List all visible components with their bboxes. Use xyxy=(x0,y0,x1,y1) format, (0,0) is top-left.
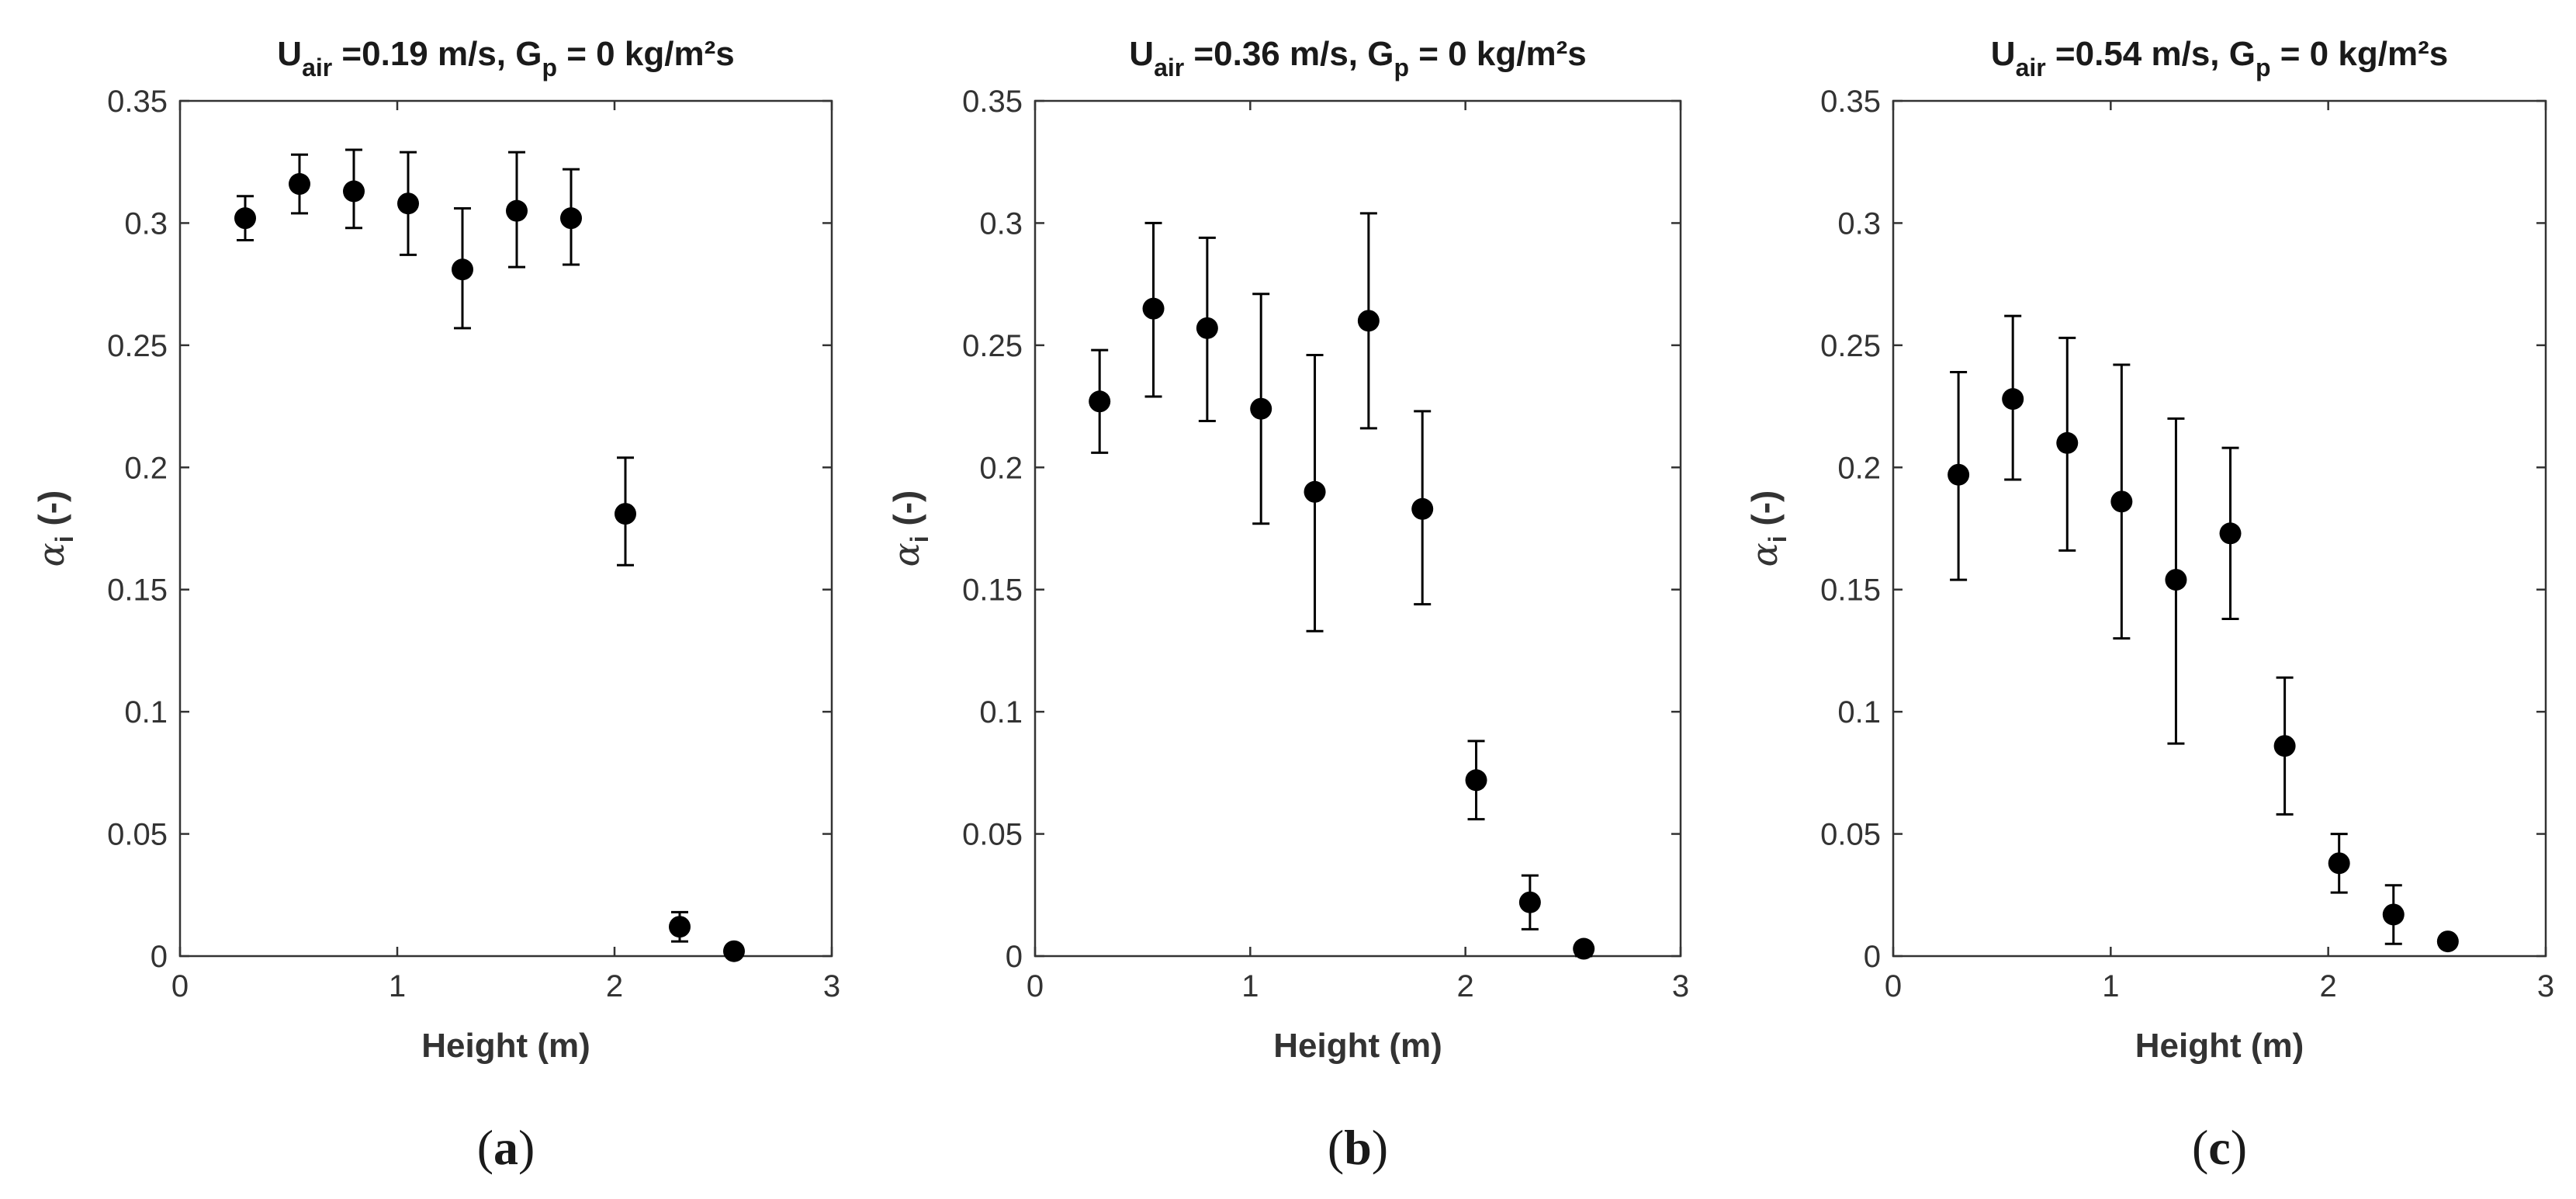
y-tick-label: 0.3 xyxy=(124,206,168,241)
y-tick-label: 0.3 xyxy=(979,206,1023,241)
y-tick-label: 0.15 xyxy=(1820,574,1881,608)
y-tick-label: 0.15 xyxy=(962,574,1023,608)
y-tick-label: 0 xyxy=(1864,940,1881,974)
panel-b: 0 0.05 0.1 0.15 0.2 0.25 0.3 0.35 0 1 2 3 Height (m)… xyxy=(885,35,1689,1175)
y-tick-label: 0.35 xyxy=(107,85,168,119)
x-tick-label: 2 xyxy=(606,969,623,1003)
x-tick-label: 3 xyxy=(1672,969,1689,1003)
data-point xyxy=(1357,310,1380,332)
y-tick-label: 0.15 xyxy=(107,574,168,608)
data-point xyxy=(343,180,365,203)
y-tick-label: 0.3 xyxy=(1837,206,1881,241)
data-point xyxy=(506,199,528,222)
data-point xyxy=(1196,317,1218,339)
plot-frame xyxy=(1892,99,2547,958)
y-tick-label: 0.05 xyxy=(1820,818,1881,852)
data-point xyxy=(1465,769,1487,792)
y-axis-label: αi (-) xyxy=(885,490,933,567)
panel-label: (c) xyxy=(2192,1120,2247,1175)
data-point xyxy=(452,258,473,281)
panel-label: (a) xyxy=(477,1120,535,1175)
y-tick-label: 0.1 xyxy=(124,695,168,729)
y-tick-label: 0.2 xyxy=(1837,451,1881,485)
data-point xyxy=(1411,497,1434,520)
y-tick-label: 0.25 xyxy=(1820,329,1881,363)
y-tick-label: 0.2 xyxy=(979,451,1023,485)
data-point xyxy=(1573,937,1595,960)
plot-frame xyxy=(178,99,833,958)
y-axis-label: αi (-) xyxy=(30,490,78,567)
data-point xyxy=(2110,490,2133,513)
x-tick-label: 0 xyxy=(1027,969,1044,1003)
x-tick-label: 0 xyxy=(1885,969,1902,1003)
x-tick-label: 3 xyxy=(2537,969,2554,1003)
x-tick-label: 3 xyxy=(823,969,840,1003)
x-tick-label: 2 xyxy=(1457,969,1474,1003)
data-point xyxy=(1142,297,1165,320)
panel-label: (b) xyxy=(1328,1120,1388,1175)
chart-title: Uair =0.19 m/s, Gp = 0 kg/m²s xyxy=(277,35,734,81)
panel-a: 0 0.05 0.1 0.15 0.2 0.25 0.3 0.35 0 1 2 3 Height (m)… xyxy=(30,35,840,1175)
y-tick-label: 0.35 xyxy=(1820,85,1881,119)
data-point xyxy=(2382,903,2405,926)
y-tick-label: 0 xyxy=(151,940,168,974)
x-axis-label: Height (m) xyxy=(2135,1027,2304,1065)
chart-title: Uair =0.54 m/s, Gp = 0 kg/m²s xyxy=(1991,35,2448,81)
data-point xyxy=(1250,397,1272,420)
panel-c: 0 0.05 0.1 0.15 0.2 0.25 0.3 0.35 0 1 2 3 Height (m)… xyxy=(1743,35,2554,1175)
data-point xyxy=(669,916,691,938)
y-tick-label: 0.1 xyxy=(1837,695,1881,729)
data-point xyxy=(615,503,636,525)
data-point xyxy=(289,173,310,196)
data-point xyxy=(1948,463,1970,486)
y-tick-label: 0.2 xyxy=(124,451,168,485)
data-point xyxy=(397,192,419,215)
data-point xyxy=(1518,891,1541,913)
x-tick-label: 2 xyxy=(2320,969,2337,1003)
x-axis-label: Height (m) xyxy=(421,1027,590,1065)
data-point xyxy=(2436,930,2459,953)
x-tick-label: 1 xyxy=(2102,969,2119,1003)
y-tick-label: 0.25 xyxy=(962,329,1023,363)
data-point xyxy=(2273,735,2296,757)
y-tick-label: 0.05 xyxy=(962,818,1023,852)
y-tick-label: 0.1 xyxy=(979,695,1023,729)
data-point xyxy=(2219,522,2242,545)
data-point xyxy=(234,207,256,230)
data-point xyxy=(2056,431,2079,454)
y-tick-label: 0.05 xyxy=(107,818,168,852)
x-axis-label: Height (m) xyxy=(1273,1027,1442,1065)
data-point xyxy=(560,207,582,230)
chart-title: Uair =0.36 m/s, Gp = 0 kg/m²s xyxy=(1129,35,1586,81)
data-point xyxy=(1304,480,1326,503)
data-point xyxy=(2328,852,2350,875)
plot-frame xyxy=(1034,99,1682,958)
y-axis-label: αi (-) xyxy=(1743,490,1792,567)
data-point xyxy=(1089,390,1111,413)
x-tick-label: 0 xyxy=(171,969,189,1003)
y-tick-label: 0 xyxy=(1006,940,1023,974)
x-tick-label: 1 xyxy=(389,969,406,1003)
x-tick-label: 1 xyxy=(1241,969,1259,1003)
data-point xyxy=(2002,388,2024,411)
y-tick-label: 0.35 xyxy=(962,85,1023,119)
data-point xyxy=(723,940,745,962)
y-tick-label: 0.25 xyxy=(107,329,168,363)
data-point xyxy=(2165,569,2187,591)
